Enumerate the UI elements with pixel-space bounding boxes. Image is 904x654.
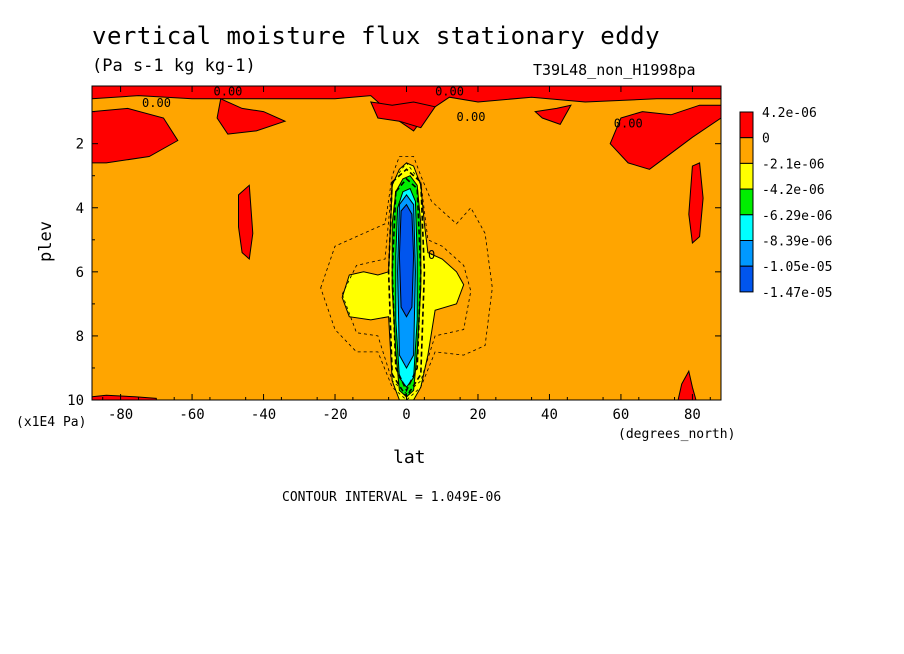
dashed-contour-2 bbox=[387, 168, 426, 399]
contour-region-8 bbox=[92, 394, 157, 400]
x-tick-label: -60 bbox=[179, 407, 204, 423]
legend-label: -4.2e-06 bbox=[762, 183, 825, 198]
legend-label: -1.47e-05 bbox=[762, 286, 832, 301]
y-tick-label: 4 bbox=[76, 201, 84, 217]
legend-swatch bbox=[739, 214, 754, 242]
color-legend: 4.2e-06 0 -2.1e-06 -4.2e-06 -6.29e-06 -8.39e-… bbox=[739, 106, 832, 301]
chart-units: (Pa s-1 kg kg-1) bbox=[92, 56, 256, 76]
legend-label: -2.1e-06 bbox=[762, 157, 825, 172]
contour-region-5 bbox=[609, 104, 721, 170]
contour-label: 0.00 bbox=[214, 85, 243, 99]
chart-title: vertical moisture flux stationary eddy bbox=[92, 22, 661, 50]
x-axis-unit: (degrees_north) bbox=[618, 427, 736, 442]
contour-region-2 bbox=[216, 98, 287, 135]
dashed-contour-1 bbox=[341, 162, 472, 395]
x-tick-label: 80 bbox=[684, 407, 701, 423]
x-tick-label: -20 bbox=[322, 407, 347, 423]
contour-label: 0.00 bbox=[435, 85, 464, 99]
dashed-contour-3 bbox=[391, 177, 422, 393]
contour-interval: CONTOUR INTERVAL = 1.049E-06 bbox=[282, 490, 502, 505]
dashed-contours bbox=[320, 156, 493, 400]
contour-region-9 bbox=[677, 369, 697, 400]
y-axis-label: plev bbox=[36, 221, 56, 262]
legend-swatch bbox=[739, 240, 754, 267]
filled-regions bbox=[92, 86, 721, 400]
contour-label: 0.00 bbox=[614, 117, 643, 131]
y-tick-label: 8 bbox=[76, 329, 84, 345]
x-tick-label: 60 bbox=[613, 407, 630, 423]
x-tick-label: 0 bbox=[402, 407, 410, 423]
y-axis: 2 4 6 8 10 bbox=[67, 111, 721, 409]
legend-label: -6.29e-06 bbox=[762, 209, 832, 224]
legend-label: -8.39e-06 bbox=[762, 235, 832, 250]
contour-region-3 bbox=[369, 101, 436, 129]
contour-labels: 0.00 0.00 0.00 0.00 0.00 0 bbox=[142, 85, 643, 262]
x-tick-label: 40 bbox=[541, 407, 558, 423]
x-axis: -80 -60 -40 -20 0 20 40 60 80 bbox=[102, 86, 711, 423]
run-label: T39L48_non_H1998pa bbox=[533, 61, 696, 79]
legend-swatch bbox=[739, 137, 754, 164]
contour-region-6 bbox=[238, 184, 254, 260]
dashed-contour-0 bbox=[320, 156, 493, 400]
legend-label: 0 bbox=[762, 132, 770, 147]
legend-label: -1.05e-05 bbox=[762, 260, 832, 275]
contour-label: 0 bbox=[428, 248, 435, 262]
legend-swatch bbox=[739, 265, 754, 293]
legend-swatch bbox=[739, 188, 754, 216]
contour-region-7 bbox=[688, 162, 704, 245]
y-tick-label: 2 bbox=[76, 137, 84, 153]
contour-region-1 bbox=[92, 107, 179, 164]
contour-label: 0.00 bbox=[142, 96, 171, 110]
legend-swatch bbox=[739, 162, 754, 190]
x-tick-label: -40 bbox=[251, 407, 276, 423]
legend-label: 4.2e-06 bbox=[762, 106, 817, 121]
y-axis-unit: (x1E4 Pa) bbox=[16, 415, 87, 430]
y-tick-label: 6 bbox=[76, 265, 84, 281]
x-tick-label: -80 bbox=[108, 407, 133, 423]
x-axis-label: lat bbox=[393, 447, 426, 468]
contour-region-4 bbox=[534, 104, 572, 126]
x-tick-label: 20 bbox=[470, 407, 487, 423]
contour-region-14 bbox=[398, 203, 415, 318]
legend-swatch bbox=[739, 111, 754, 139]
y-tick-label: 10 bbox=[67, 393, 84, 409]
contour-label: 0.00 bbox=[457, 110, 486, 124]
